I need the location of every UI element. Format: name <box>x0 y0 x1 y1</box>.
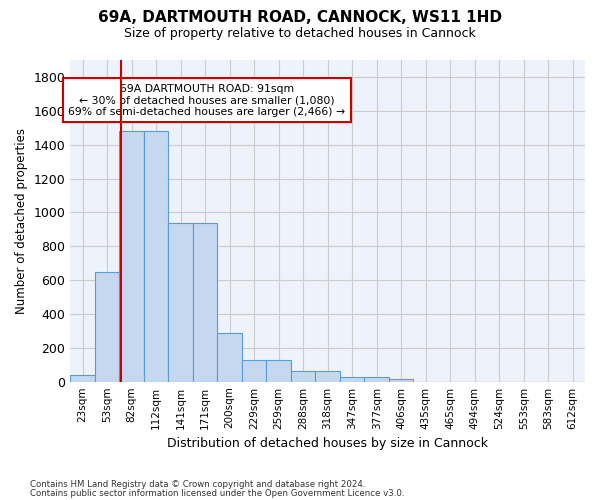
Bar <box>316 370 340 382</box>
Y-axis label: Number of detached properties: Number of detached properties <box>15 128 28 314</box>
Text: Size of property relative to detached houses in Cannock: Size of property relative to detached ho… <box>124 28 476 40</box>
Bar <box>169 224 193 382</box>
Text: 69A DARTMOUTH ROAD: 91sqm
← 30% of detached houses are smaller (1,080)
69% of se: 69A DARTMOUTH ROAD: 91sqm ← 30% of detac… <box>68 84 345 117</box>
Bar <box>193 224 217 382</box>
Text: Contains HM Land Registry data © Crown copyright and database right 2024.: Contains HM Land Registry data © Crown c… <box>30 480 365 489</box>
Bar <box>217 332 242 382</box>
Text: Contains public sector information licensed under the Open Government Licence v3: Contains public sector information licen… <box>30 489 404 498</box>
Bar <box>291 370 316 382</box>
Bar <box>144 131 169 382</box>
Bar <box>70 375 95 382</box>
X-axis label: Distribution of detached houses by size in Cannock: Distribution of detached houses by size … <box>167 437 488 450</box>
Bar <box>340 378 364 382</box>
Bar <box>95 272 119 382</box>
Bar <box>266 360 291 382</box>
Text: 69A, DARTMOUTH ROAD, CANNOCK, WS11 1HD: 69A, DARTMOUTH ROAD, CANNOCK, WS11 1HD <box>98 10 502 25</box>
Bar <box>364 378 389 382</box>
Bar <box>242 360 266 382</box>
Bar <box>119 131 144 382</box>
Bar <box>389 379 413 382</box>
